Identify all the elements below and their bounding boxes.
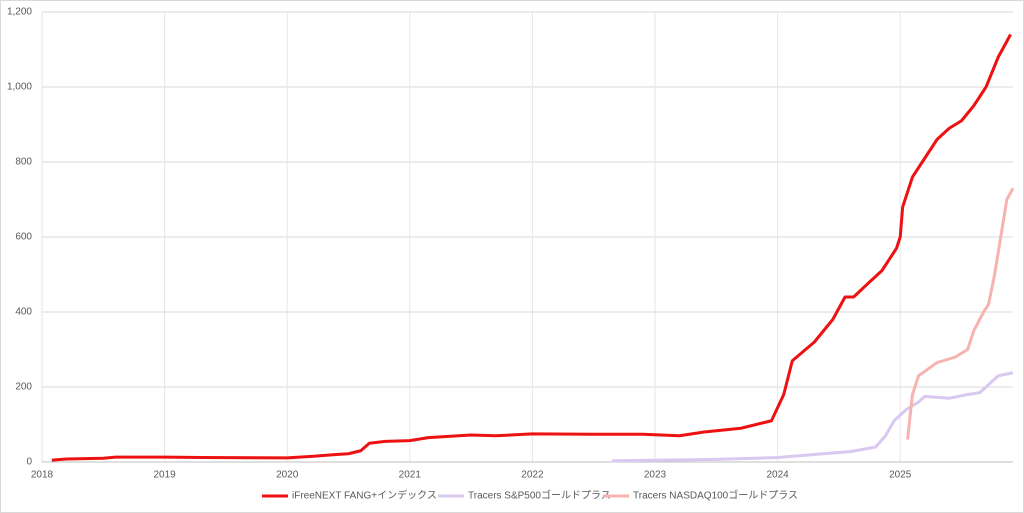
x-tick-label: 2024 — [766, 470, 789, 481]
legend-label: Tracers NASDAQ100ゴールドプラス — [633, 489, 798, 502]
x-tick-label: 2023 — [644, 470, 667, 481]
series-line — [51, 33, 1012, 462]
y-tick-label: 1,200 — [7, 7, 32, 18]
y-tick-label: 1,000 — [7, 82, 32, 93]
x-tick-label: 2021 — [399, 470, 422, 481]
x-tick-label: 2022 — [521, 470, 544, 481]
legend-label: Tracers S&P500ゴールドプラス — [468, 489, 611, 502]
y-tick-label: 800 — [15, 157, 32, 168]
y-tick-label: 0 — [26, 457, 32, 468]
y-tick-label: 200 — [15, 382, 32, 393]
x-tick-label: 2018 — [31, 470, 54, 481]
x-tick-label: 2025 — [889, 470, 912, 481]
x-tick-label: 2019 — [153, 470, 176, 481]
series-line — [906, 187, 1015, 440]
y-tick-label: 400 — [15, 307, 32, 318]
legend-label: iFreeNEXT FANG+インデックス — [292, 489, 437, 502]
y-tick-label: 600 — [15, 232, 32, 243]
series-line — [612, 371, 1014, 463]
x-tick-label: 2020 — [276, 470, 299, 481]
